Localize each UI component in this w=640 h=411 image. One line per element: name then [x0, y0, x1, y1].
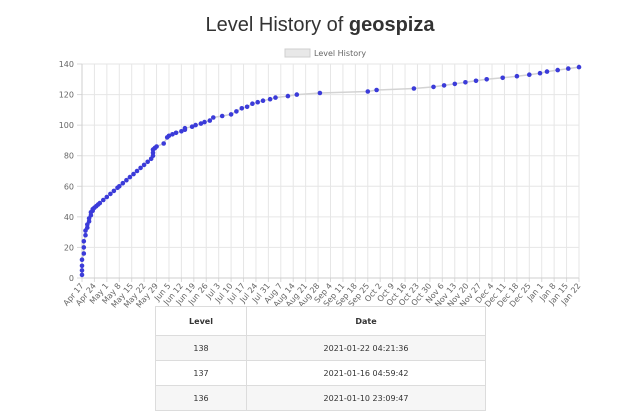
- data-point[interactable]: [267, 96, 273, 102]
- data-point[interactable]: [555, 67, 560, 73]
- y-tick-label: 60: [64, 182, 74, 191]
- data-point[interactable]: [173, 130, 179, 136]
- y-tick-label: 120: [59, 91, 74, 100]
- y-tick-label: 140: [59, 60, 74, 69]
- cell-level: 136: [155, 385, 247, 411]
- data-point[interactable]: [273, 95, 278, 100]
- data-point[interactable]: [117, 184, 122, 189]
- data-point[interactable]: [219, 113, 225, 119]
- data-point[interactable]: [166, 133, 172, 139]
- data-point[interactable]: [170, 132, 175, 137]
- chart-legend[interactable]: Level History: [284, 48, 366, 58]
- cell-level: 137: [155, 360, 247, 386]
- data-point[interactable]: [161, 141, 166, 146]
- data-point[interactable]: [500, 75, 506, 81]
- cell-date: 2021-01-22 04:21:36: [246, 335, 486, 361]
- data-point[interactable]: [198, 121, 204, 126]
- y-tick-label: 40: [64, 213, 74, 222]
- data-point[interactable]: [134, 168, 140, 174]
- data-point[interactable]: [365, 89, 371, 94]
- data-point[interactable]: [108, 191, 113, 197]
- data-point[interactable]: [239, 106, 245, 111]
- data-point[interactable]: [411, 86, 417, 91]
- data-point[interactable]: [141, 162, 147, 168]
- table-row: 136 2021-01-10 23:09:47: [155, 385, 486, 411]
- data-point[interactable]: [374, 87, 379, 93]
- legend-swatch[interactable]: [284, 48, 311, 58]
- chart-grid: [77, 63, 580, 282]
- data-point[interactable]: [79, 263, 85, 269]
- data-point[interactable]: [441, 83, 447, 88]
- data-point[interactable]: [202, 119, 207, 125]
- data-point[interactable]: [131, 171, 136, 177]
- data-point[interactable]: [81, 245, 87, 250]
- data-point[interactable]: [527, 72, 532, 77]
- data-point[interactable]: [576, 64, 582, 70]
- data-point[interactable]: [111, 188, 117, 194]
- data-point[interactable]: [294, 92, 300, 97]
- legend-label[interactable]: Level History: [314, 49, 366, 58]
- cell-level: 138: [155, 335, 247, 361]
- data-point[interactable]: [154, 144, 159, 149]
- data-point[interactable]: [514, 73, 520, 79]
- header-level[interactable]: Level: [155, 306, 247, 336]
- data-point[interactable]: [244, 104, 250, 110]
- page-title-prefix: Level History of: [205, 14, 349, 36]
- cell-date: 2021-01-16 04:59:42: [246, 360, 486, 386]
- cell-date: 2021-01-10 23:09:47: [246, 385, 486, 411]
- data-point[interactable]: [81, 251, 87, 256]
- data-point[interactable]: [473, 78, 479, 84]
- data-point[interactable]: [101, 197, 106, 203]
- data-point[interactable]: [317, 90, 323, 96]
- header-date[interactable]: Date: [246, 306, 486, 336]
- data-point[interactable]: [83, 232, 88, 238]
- data-point[interactable]: [452, 81, 458, 87]
- data-point[interactable]: [250, 101, 255, 106]
- table-header-row: Level Date: [155, 306, 486, 336]
- data-point[interactable]: [260, 98, 266, 103]
- data-point[interactable]: [228, 112, 234, 117]
- data-point[interactable]: [285, 93, 291, 99]
- data-point[interactable]: [211, 115, 216, 120]
- data-point[interactable]: [544, 69, 550, 74]
- data-point[interactable]: [179, 129, 184, 134]
- data-point[interactable]: [97, 200, 103, 206]
- data-point[interactable]: [463, 80, 468, 85]
- y-tick-label: 0: [69, 274, 74, 283]
- data-point[interactable]: [120, 180, 126, 186]
- data-point[interactable]: [189, 124, 195, 129]
- data-point[interactable]: [79, 257, 85, 263]
- data-point[interactable]: [234, 109, 239, 114]
- data-point[interactable]: [255, 99, 260, 105]
- level-history-table: Level Date 138 2021-01-22 04:21:36 137 2…: [155, 306, 486, 411]
- data-point[interactable]: [193, 122, 198, 128]
- chart-series: [79, 64, 582, 278]
- data-point[interactable]: [431, 84, 436, 90]
- data-point[interactable]: [79, 268, 85, 273]
- table-row: 137 2021-01-16 04:59:42: [155, 360, 486, 386]
- data-point[interactable]: [145, 159, 150, 165]
- data-point[interactable]: [81, 239, 87, 244]
- data-point[interactable]: [124, 177, 129, 183]
- table-row: 138 2021-01-22 04:21:36: [155, 335, 486, 361]
- data-point[interactable]: [79, 272, 85, 278]
- data-point[interactable]: [104, 194, 110, 200]
- data-point[interactable]: [138, 165, 143, 171]
- y-tick-label: 20: [64, 243, 74, 252]
- page-title-username: geospiza: [348, 14, 435, 36]
- data-point[interactable]: [182, 125, 188, 131]
- y-tick-label: 80: [64, 152, 74, 161]
- data-point[interactable]: [207, 118, 213, 123]
- data-point[interactable]: [127, 174, 133, 180]
- y-tick-label: 100: [59, 121, 74, 130]
- page-title: Level History of geospiza: [0, 14, 640, 37]
- data-point[interactable]: [484, 77, 490, 82]
- data-point[interactable]: [566, 66, 571, 71]
- data-point[interactable]: [537, 70, 543, 76]
